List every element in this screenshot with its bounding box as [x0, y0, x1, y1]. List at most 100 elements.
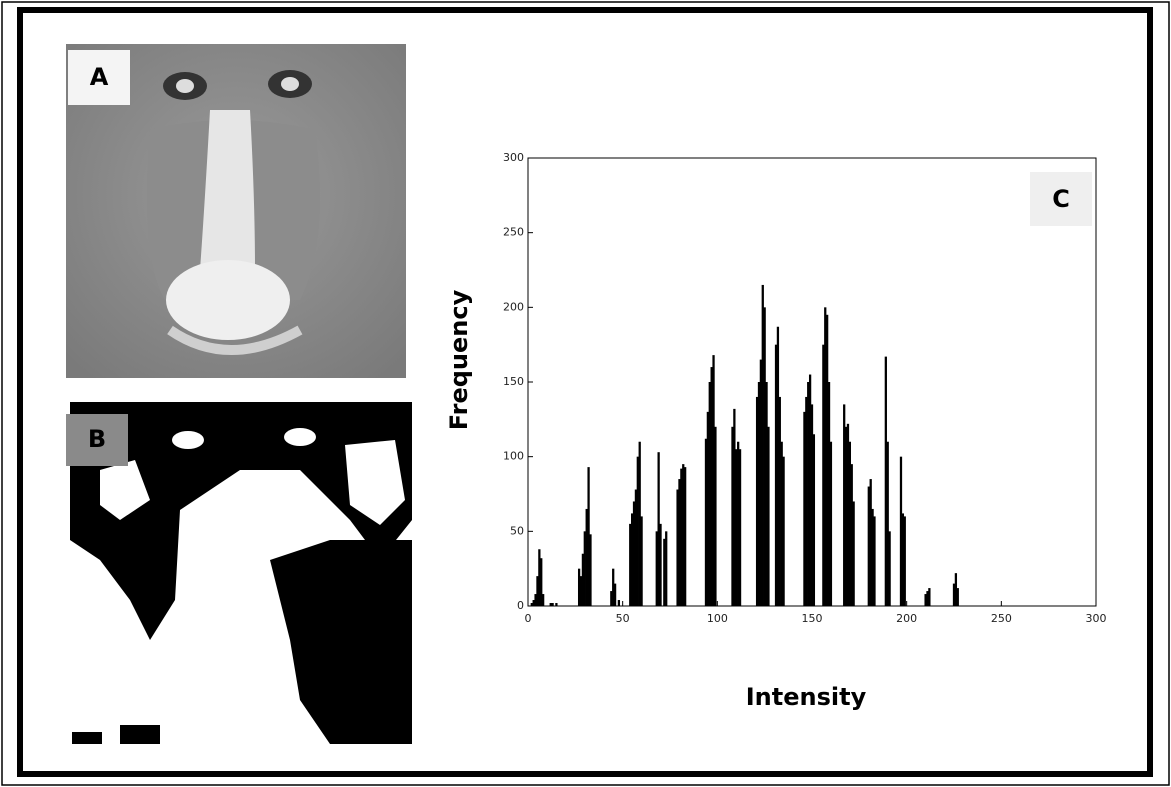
bar — [629, 523, 632, 606]
bar — [530, 603, 533, 606]
bar — [767, 426, 770, 606]
bar — [714, 426, 717, 606]
bar — [610, 591, 613, 606]
bar — [555, 603, 558, 606]
bar — [640, 516, 643, 606]
bar — [684, 467, 687, 606]
bar — [638, 441, 641, 606]
y-tick-label: 300 — [503, 151, 524, 164]
bar — [826, 314, 829, 606]
bar — [844, 426, 848, 606]
bar — [534, 594, 537, 606]
y-tick-label: 250 — [503, 226, 524, 239]
bar — [706, 411, 710, 606]
y-tick-label: 200 — [503, 300, 524, 313]
bar — [579, 576, 583, 606]
image-b: B — [66, 402, 412, 744]
panel-label: B — [88, 425, 106, 453]
bar — [780, 441, 783, 606]
bar — [843, 404, 846, 606]
bar — [632, 501, 636, 606]
bar — [532, 600, 535, 606]
panel-label: C — [1052, 185, 1070, 213]
x-tick-label: 50 — [616, 612, 630, 625]
bar — [630, 513, 634, 606]
bar — [810, 404, 814, 606]
bar — [549, 603, 552, 606]
bar — [873, 516, 876, 606]
bar — [956, 588, 959, 606]
bar — [657, 452, 660, 606]
histogram: C Intensity Frequency 0 50 100 150 200 250 300… — [445, 151, 1107, 711]
bar — [704, 438, 708, 606]
bar — [774, 344, 778, 606]
bar — [829, 441, 833, 606]
bar — [678, 479, 681, 606]
bar — [888, 531, 891, 606]
x-tick-label: 250 — [991, 612, 1012, 625]
bar — [924, 594, 927, 606]
bar — [589, 534, 592, 606]
bar — [763, 307, 766, 606]
y-axis-label: Frequency — [445, 289, 473, 430]
x-tick-label: 100 — [707, 612, 728, 625]
bar — [759, 359, 763, 606]
bar — [778, 396, 781, 606]
bar — [846, 423, 850, 606]
image-a: A — [66, 44, 406, 378]
bar — [807, 382, 810, 606]
bar — [636, 456, 639, 606]
bar — [886, 441, 889, 606]
bar — [680, 468, 683, 606]
bar — [613, 583, 617, 606]
y-tick-label: 100 — [503, 450, 524, 463]
bar — [551, 603, 554, 606]
bar — [899, 456, 903, 606]
bar — [735, 449, 738, 606]
bar — [812, 434, 816, 606]
bar — [954, 573, 958, 606]
bar — [542, 594, 545, 606]
bar — [540, 558, 543, 606]
x-tick-label: 0 — [525, 612, 532, 625]
bar — [733, 408, 736, 606]
bar — [871, 508, 874, 606]
bar — [903, 516, 906, 606]
bar — [577, 568, 581, 606]
bar — [538, 549, 541, 606]
bar — [869, 479, 872, 606]
bar — [585, 508, 588, 606]
bar — [848, 441, 852, 606]
bar — [676, 489, 679, 606]
bar — [587, 467, 590, 606]
figure-border — [17, 7, 1153, 777]
bar — [901, 513, 905, 606]
bar — [757, 382, 761, 606]
bar — [761, 284, 764, 606]
bar — [536, 576, 539, 606]
bar — [738, 449, 742, 606]
bar — [926, 591, 929, 606]
bar — [850, 464, 853, 606]
x-tick-label: 300 — [1086, 612, 1107, 625]
bar — [682, 464, 685, 606]
bar — [710, 367, 713, 606]
bar — [824, 307, 827, 606]
y-tick-label: 0 — [517, 599, 524, 612]
bar — [634, 489, 638, 606]
bar — [655, 531, 658, 606]
bar — [852, 501, 855, 606]
bar — [663, 538, 666, 606]
bar — [952, 583, 956, 606]
bar — [708, 382, 711, 606]
y-tick-label: 50 — [510, 524, 524, 537]
bar — [776, 326, 780, 606]
bar — [765, 382, 768, 606]
bar — [712, 355, 715, 606]
bar — [808, 374, 812, 606]
y-tick-label: 150 — [503, 375, 524, 388]
bar — [617, 600, 621, 606]
bar — [583, 531, 586, 606]
bar — [612, 568, 615, 606]
